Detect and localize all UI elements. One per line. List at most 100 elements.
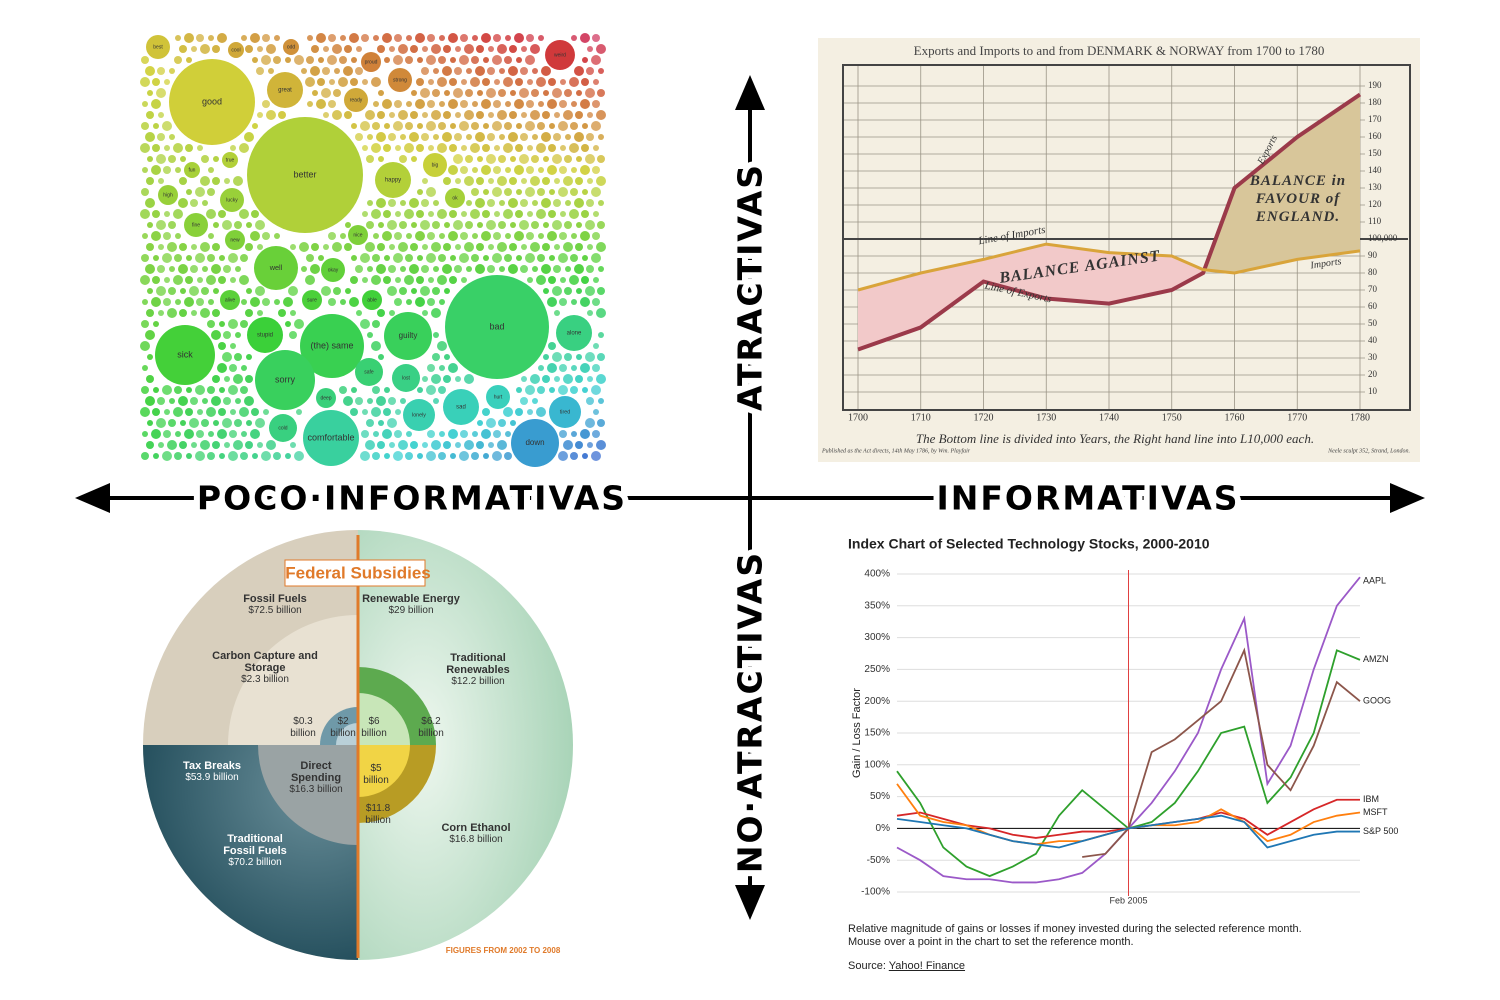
filler-bubble <box>582 387 588 393</box>
filler-bubble <box>575 441 583 449</box>
filler-bubble <box>477 156 483 162</box>
filler-bubble <box>230 409 236 415</box>
source-link[interactable]: Yahoo! Finance <box>888 960 966 972</box>
bubble <box>388 68 412 92</box>
filler-bubble <box>475 132 485 142</box>
filler-bubble <box>343 396 353 406</box>
filler-bubble <box>141 188 149 196</box>
arrow-head <box>735 885 765 920</box>
filler-bubble <box>218 408 226 416</box>
arrow-head <box>735 75 765 110</box>
filler-bubble <box>548 144 556 152</box>
subsidy-item: $0.3 billion <box>283 716 323 740</box>
filler-bubble <box>570 452 578 460</box>
filler-bubble <box>439 299 445 305</box>
y-tick-label: 180 <box>1368 97 1382 107</box>
filler-bubble <box>454 265 462 273</box>
filler-bubble <box>340 233 346 239</box>
filler-bubble <box>278 111 286 119</box>
filler-bubble <box>575 177 583 185</box>
filler-bubble <box>426 385 436 395</box>
y-tick-label: 90 <box>1368 250 1378 260</box>
subsidy-item: Carbon Capture and Storage $2.3 billion <box>210 650 320 686</box>
filler-bubble <box>576 156 582 162</box>
filler-bubble <box>527 211 533 217</box>
bubble <box>423 153 447 177</box>
filler-bubble <box>487 133 495 141</box>
filler-bubble <box>552 220 562 230</box>
filler-bubble <box>223 331 231 339</box>
filler-bubble <box>585 286 595 296</box>
filler-bubble <box>228 385 238 395</box>
filler-bubble <box>186 387 192 393</box>
filler-bubble <box>426 451 436 461</box>
filler-bubble <box>409 264 419 274</box>
filler-bubble <box>229 364 237 372</box>
filler-bubble <box>585 154 595 164</box>
filler-bubble <box>499 200 505 206</box>
filler-bubble <box>492 253 502 263</box>
filler-bubble <box>525 385 535 395</box>
filler-bubble <box>417 453 423 459</box>
filler-bubble <box>549 189 555 195</box>
filler-bubble <box>384 255 390 261</box>
filler-bubble <box>317 78 325 86</box>
filler-bubble <box>153 453 159 459</box>
filler-bubble <box>141 122 149 130</box>
filler-bubble <box>443 111 451 119</box>
filler-bubble <box>200 440 210 450</box>
filler-bubble <box>377 441 385 449</box>
bubble <box>392 364 420 392</box>
x-tick-label: Feb 2005 <box>1109 895 1147 905</box>
filler-bubble <box>245 45 253 53</box>
filler-bubble <box>483 453 489 459</box>
y-tick-label: 60 <box>1368 301 1378 311</box>
filler-bubble <box>437 209 447 219</box>
bubble-label: true <box>226 157 235 163</box>
filler-bubble <box>197 409 203 415</box>
filler-bubble <box>239 407 249 417</box>
filler-bubble <box>190 397 198 405</box>
filler-bubble <box>565 200 571 206</box>
filler-bubble <box>158 178 164 184</box>
filler-bubble <box>571 299 577 305</box>
filler-bubble <box>531 89 539 97</box>
filler-bubble <box>240 452 248 460</box>
subsidy-item: $2 billion <box>328 716 358 740</box>
bubble-label: down <box>525 438 544 447</box>
segment <box>258 745 358 845</box>
filler-bubble <box>461 277 467 283</box>
filler-bubble <box>252 57 258 63</box>
filler-bubble <box>471 56 479 64</box>
filler-bubble <box>593 343 599 349</box>
subsidy-amount: $6.2 billion <box>418 716 444 739</box>
filler-bubble <box>570 254 578 262</box>
filler-bubble <box>497 44 507 54</box>
bubble-label: guilty <box>399 331 418 340</box>
filler-bubble <box>498 155 506 163</box>
filler-bubble <box>411 156 417 162</box>
filler-bubble <box>274 299 280 305</box>
filler-bubble <box>169 68 175 74</box>
bubble-label: high <box>163 192 173 198</box>
bubble-label: weird <box>554 52 566 58</box>
filler-bubble <box>464 110 474 120</box>
filler-bubble <box>521 244 527 250</box>
y-tick-label: 400% <box>864 569 890 580</box>
filler-bubble <box>574 264 584 274</box>
filler-bubble <box>439 233 445 239</box>
subsidy-label: Fossil Fuels <box>243 593 307 605</box>
filler-bubble <box>449 210 457 218</box>
filler-bubble <box>173 407 183 417</box>
filler-bubble <box>536 143 546 153</box>
filler-bubble <box>278 309 286 317</box>
filler-bubble <box>431 44 441 54</box>
filler-bubble <box>146 243 154 251</box>
filler-bubble <box>591 187 601 197</box>
filler-bubble <box>208 299 214 305</box>
filler-bubble <box>574 66 584 76</box>
filler-bubble <box>393 451 403 461</box>
y-tick-label: 50% <box>870 791 890 802</box>
filler-bubble <box>580 297 590 307</box>
filler-bubble <box>294 319 304 329</box>
